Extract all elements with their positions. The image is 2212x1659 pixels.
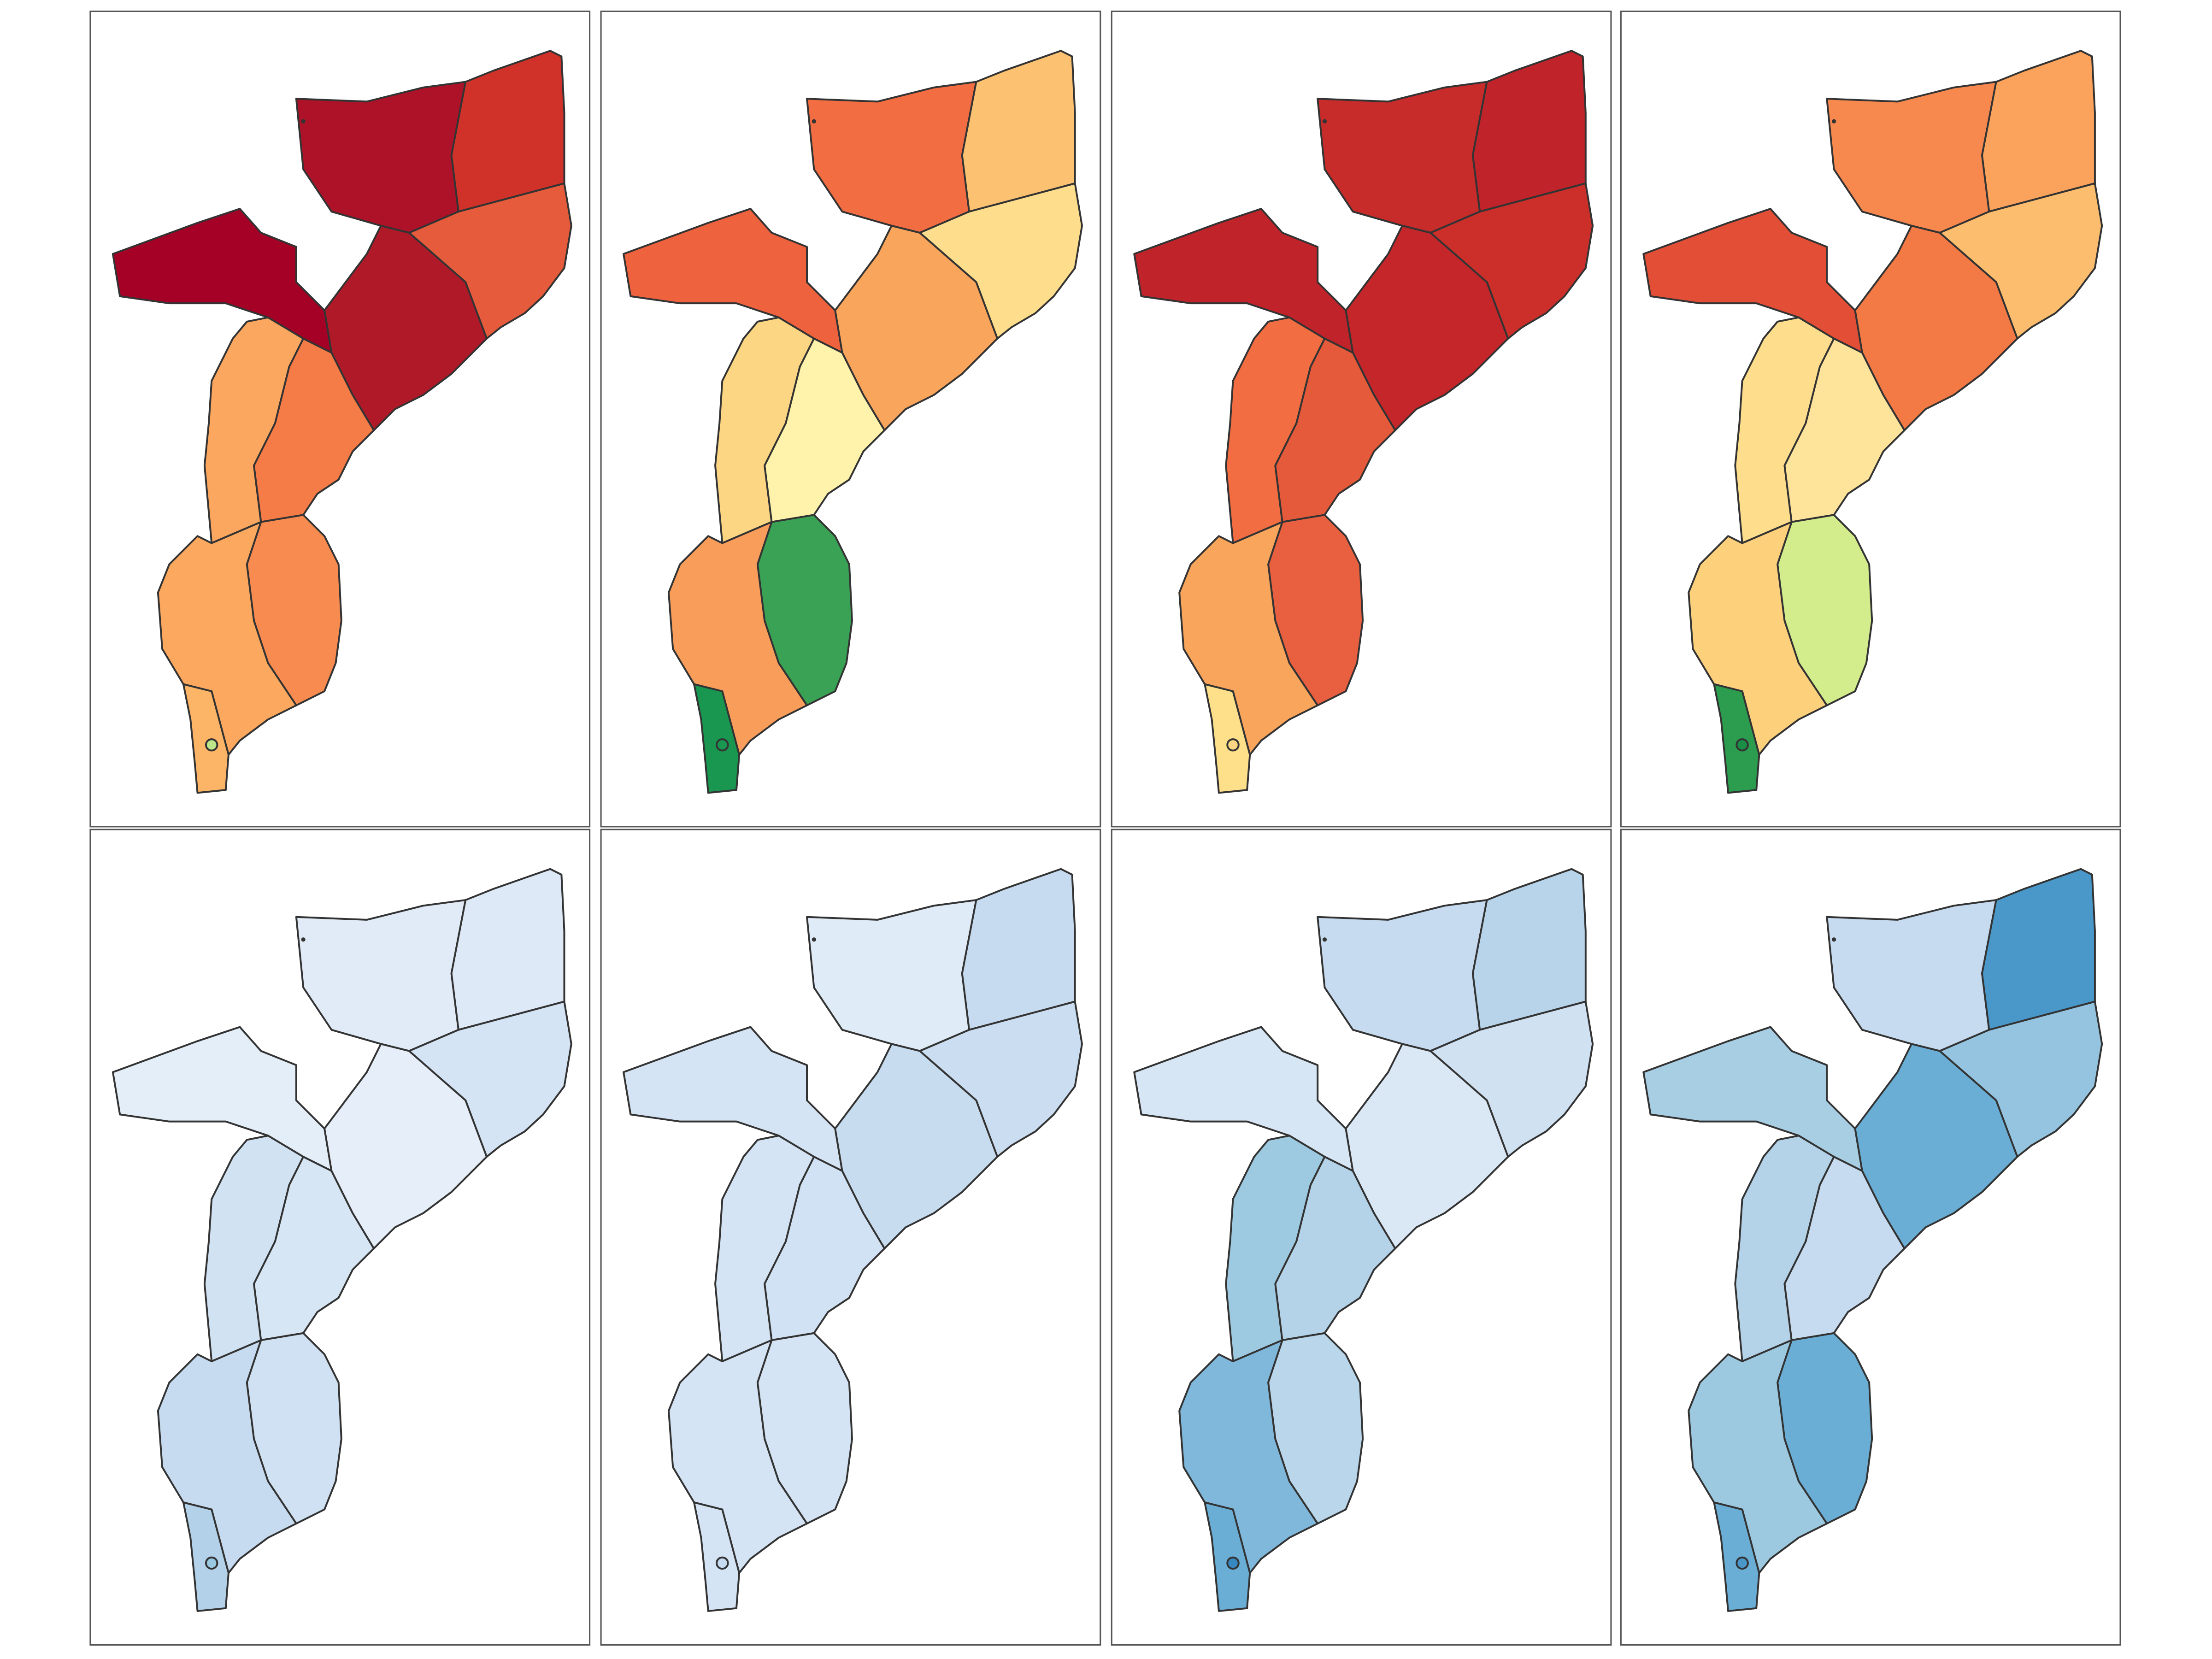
panel-frame (1620, 10, 2121, 828)
province-map (112, 868, 572, 1612)
panel-frame (89, 10, 591, 828)
panel-frame (600, 829, 1101, 1646)
panel-frame (1111, 829, 1612, 1646)
province-map (112, 50, 572, 794)
province-map (623, 50, 1083, 794)
panel-frame (89, 829, 591, 1646)
district-map (1133, 50, 1594, 794)
district-map (1133, 868, 1594, 1612)
district-map (1642, 868, 2103, 1612)
district-map (1642, 50, 2103, 794)
panel-frame (1620, 829, 2121, 1646)
panel-frame (1111, 10, 1612, 828)
panel-frame (600, 10, 1101, 828)
province-map (623, 868, 1083, 1612)
